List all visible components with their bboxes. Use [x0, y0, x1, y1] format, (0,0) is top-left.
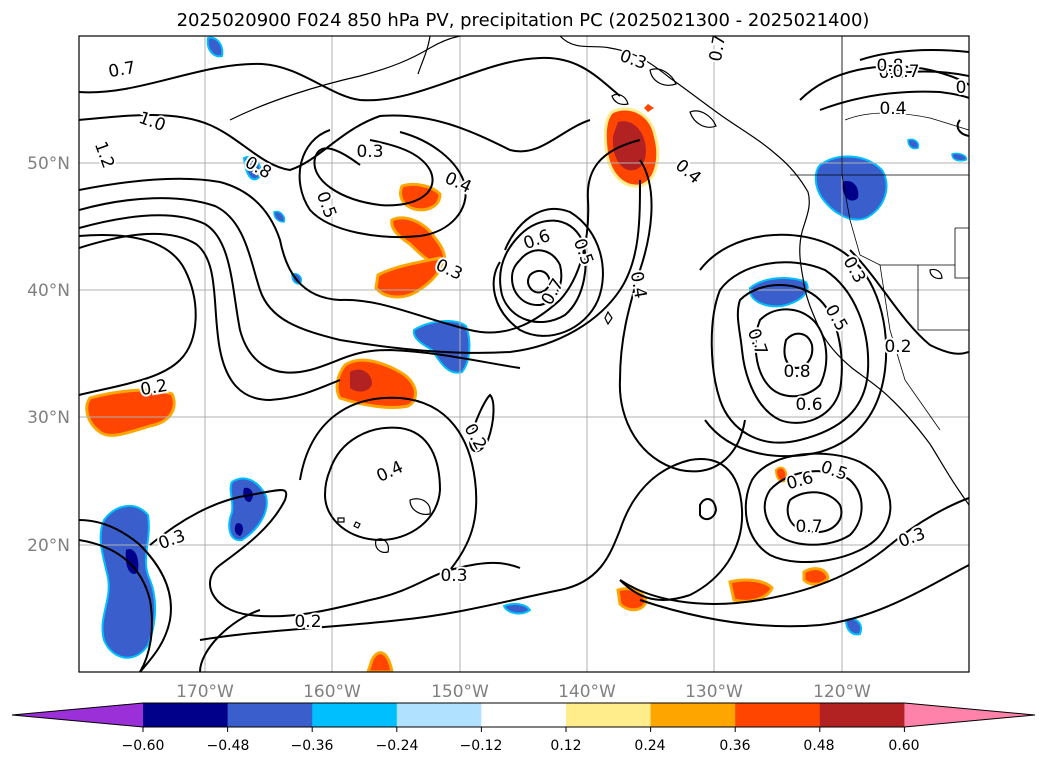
contour-label: 0.6: [795, 395, 822, 415]
contour-label: 0.7: [107, 58, 137, 82]
precip-patch: [206, 36, 224, 58]
precip-patch: [412, 320, 471, 374]
colorbar-tick-label: −0.60: [122, 738, 165, 754]
contour-label: 0: [956, 78, 967, 98]
precip-patch: [907, 138, 920, 150]
contour-label: 0.7: [892, 62, 919, 82]
colorbar-tick-label: −0.12: [460, 738, 503, 754]
lat-tick-label: 20°N: [27, 536, 70, 556]
colorbar-tick-label: 0.12: [550, 738, 581, 754]
colorbar-tick-label: 0.36: [719, 738, 750, 754]
precip-patch: [644, 104, 654, 112]
precip-patch: [374, 256, 443, 299]
contour-label: 0.4: [879, 99, 906, 119]
colorbar-tick-label: −0.36: [291, 738, 334, 754]
precip-patch: [85, 388, 176, 437]
contour-label: 0.8: [878, 63, 905, 83]
lon-tick-label: 160°W: [303, 682, 361, 702]
lon-tick-label: 130°W: [685, 682, 743, 702]
colorbar-segment: [227, 703, 313, 727]
lon-tick-label: 170°W: [176, 682, 234, 702]
colorbar-segment: [566, 703, 652, 727]
precip-patch: [273, 210, 286, 223]
precip-patch: [366, 651, 394, 672]
colorbar-tick-label: 0.48: [803, 738, 834, 754]
lat-tick-label: 50°N: [27, 154, 70, 174]
colorbar-segment: [143, 703, 229, 727]
lon-axis: 170°W 160°W 150°W 140°W 130°W 120°W: [176, 682, 871, 702]
contour-label: 0.8: [876, 56, 903, 76]
contour-label: 0.2: [294, 612, 321, 632]
lat-tick-label: 40°N: [27, 281, 70, 301]
colorbar: [11, 702, 1036, 732]
colorbar-tick-label: −0.48: [207, 738, 250, 754]
contour-label: 0.7: [795, 517, 822, 537]
precip-patch: [951, 152, 968, 162]
colorbar-extend-high: [904, 703, 1035, 727]
coastlines: [229, 36, 969, 553]
colorbar-tick-label: 0.60: [888, 738, 919, 754]
precip-patch: [728, 578, 774, 603]
precip-patch: [502, 602, 532, 615]
colorbar-segment: [312, 703, 398, 727]
colorbar-tick-label: 0.24: [634, 738, 665, 754]
lon-tick-label: 150°W: [431, 682, 489, 702]
colorbar-segment: [819, 703, 905, 727]
colorbar-segment: [735, 703, 821, 727]
contour-label: 0.8: [783, 362, 810, 382]
colorbar-segment: [650, 703, 736, 727]
map-frame: [78, 35, 970, 673]
lat-tick-label: 30°N: [27, 408, 70, 428]
figure-title: 2025020900 F024 850 hPa PV, precipitatio…: [177, 10, 870, 31]
colorbar-extend-low: [12, 703, 143, 727]
colorbar-ticks: −0.60 −0.48 −0.36 −0.24 −0.12 0.12 0.24 …: [122, 738, 920, 754]
precip-patch: [99, 505, 157, 659]
precip-patch: [802, 567, 830, 586]
pv-contours: [79, 49, 969, 672]
lat-axis: 50°N 40°N 30°N 20°N: [27, 154, 70, 556]
colorbar-tick-label: −0.24: [376, 738, 419, 754]
map-area: 0.71.01.2 0.80.50.30.40.30.6 0.50.70.40.40…: [79, 36, 969, 672]
contour-label: 0.3: [356, 142, 383, 162]
lon-tick-label: 140°W: [558, 682, 616, 702]
contour-label: 0.3: [440, 566, 467, 586]
lon-tick-label: 120°W: [813, 682, 871, 702]
contour-label: 0.2: [884, 337, 911, 357]
contour-label: 0.4: [626, 270, 650, 300]
borders: [790, 36, 969, 431]
precip-patch: [844, 618, 862, 636]
colorbar-segment: [396, 703, 482, 727]
precip-patch: [612, 121, 646, 171]
precip-patch: [234, 523, 243, 536]
precip-patch: [350, 369, 372, 392]
colorbar-segment: [481, 703, 567, 727]
precip-patch: [399, 182, 442, 212]
